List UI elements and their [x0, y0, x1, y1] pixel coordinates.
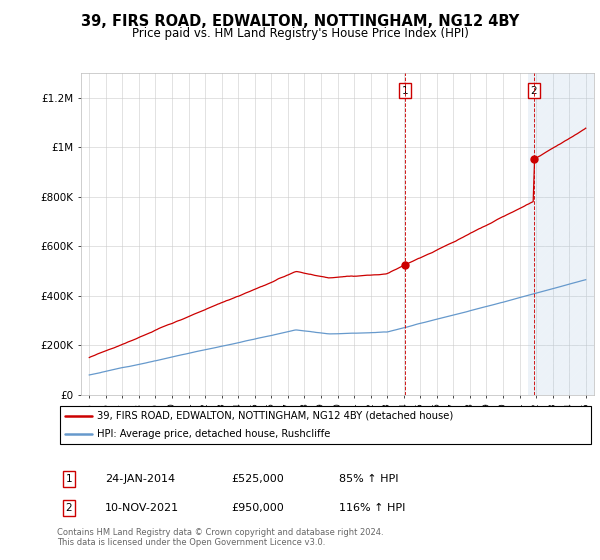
Text: 116% ↑ HPI: 116% ↑ HPI	[339, 503, 406, 513]
Text: 24-JAN-2014: 24-JAN-2014	[105, 474, 175, 484]
Text: 1: 1	[65, 474, 73, 484]
Bar	[528, 73, 594, 395]
Text: 2: 2	[65, 503, 73, 513]
Text: 39, FIRS ROAD, EDWALTON, NOTTINGHAM, NG12 4BY (detached house): 39, FIRS ROAD, EDWALTON, NOTTINGHAM, NG1…	[97, 411, 454, 421]
Text: HPI: Average price, detached house, Rushcliffe: HPI: Average price, detached house, Rush…	[97, 430, 331, 439]
Text: Price paid vs. HM Land Registry's House Price Index (HPI): Price paid vs. HM Land Registry's House …	[131, 27, 469, 40]
FancyBboxPatch shape	[59, 407, 592, 444]
Text: 2: 2	[530, 86, 537, 96]
Bar	[528, 73, 594, 395]
Text: 1: 1	[401, 86, 408, 96]
Text: 39, FIRS ROAD, EDWALTON, NOTTINGHAM, NG12 4BY: 39, FIRS ROAD, EDWALTON, NOTTINGHAM, NG1…	[81, 14, 519, 29]
Text: 10-NOV-2021: 10-NOV-2021	[105, 503, 179, 513]
Text: £525,000: £525,000	[231, 474, 284, 484]
Text: £950,000: £950,000	[231, 503, 284, 513]
Text: 85% ↑ HPI: 85% ↑ HPI	[339, 474, 398, 484]
Text: Contains HM Land Registry data © Crown copyright and database right 2024.
This d: Contains HM Land Registry data © Crown c…	[57, 528, 383, 547]
